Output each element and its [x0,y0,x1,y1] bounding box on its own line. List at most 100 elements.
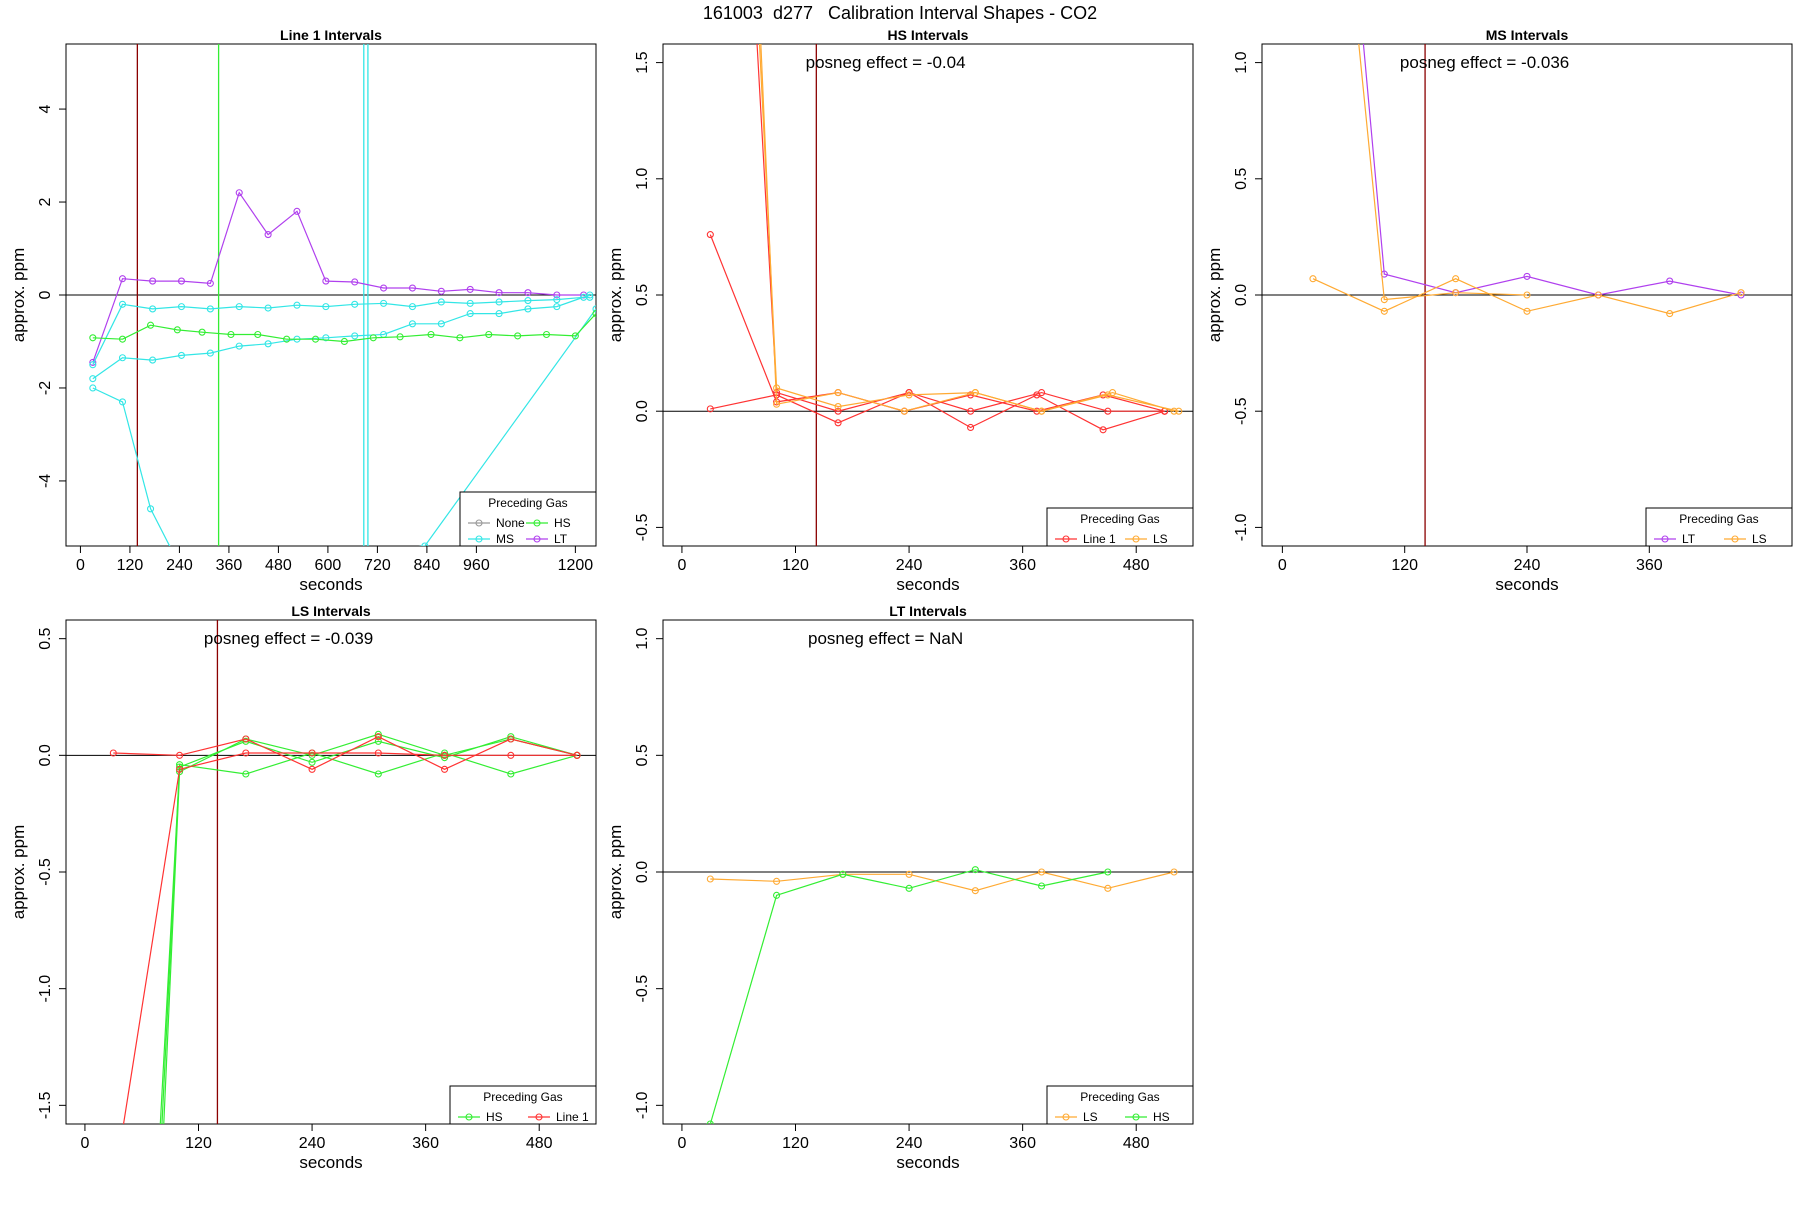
data-point [118,300,127,308]
data-point [466,299,474,307]
y-tick-label: 4 [37,105,54,114]
x-tick-label: 0 [677,557,686,574]
data-point [586,293,594,301]
data-point [1737,291,1745,299]
data-point [1523,291,1531,299]
legend-swatch-marker [1062,535,1070,543]
data-point [308,758,316,766]
series-line-hs [159,736,578,1124]
data-point [773,400,781,408]
data-point [1666,277,1674,285]
data-point [149,305,157,313]
legend-entry-label: None [496,516,525,530]
data-point [1170,407,1178,415]
legend-entry-label: Line 1 [556,1110,589,1124]
data-point [553,291,561,299]
x-tick-label: 480 [1123,1135,1150,1152]
data-point [254,330,262,339]
plot-frame [662,43,1194,547]
legend-entry-label: LT [554,532,568,546]
data-point [437,320,445,328]
data-point [1038,882,1046,890]
legend-swatch-marker [1132,535,1140,543]
x-tick-label: 360 [1009,557,1036,574]
data-point [351,278,359,286]
data-point [834,419,842,427]
y-axis-label: approx. ppm [606,248,625,343]
data-point [109,749,117,757]
y-tick-label: -2 [37,381,54,395]
data-point [374,737,382,745]
data-point [773,877,781,885]
data-point [1380,307,1388,315]
panel-title: Line 1 Intervals [280,27,382,43]
x-tick-label: 720 [364,557,391,574]
legend-swatch-marker [465,1113,473,1121]
series-line-ls [758,44,1179,412]
data-point [1452,275,1460,283]
x-tick-label: 960 [463,557,490,574]
y-tick-label: 0.0 [1233,284,1250,306]
panel-title: LT Intervals [889,603,967,619]
data-point [421,542,429,546]
y-tick-label: -1.0 [37,975,54,1003]
data-point [264,340,272,348]
data-point [1170,868,1178,876]
legend: Preceding Gas HS Line 1 [449,1085,597,1125]
x-tick-label: 240 [896,557,923,574]
posneg-annotation: posneg effect = NaN [808,629,963,648]
data-point [905,884,913,892]
data-point [147,505,155,513]
panel-title: HS Intervals [888,27,969,43]
y-tick-label: 0.0 [37,744,54,766]
data-point [322,277,330,285]
data-point [89,334,97,342]
data-point [971,887,979,895]
data-point [235,303,243,311]
y-tick-label: -1.0 [1233,514,1250,542]
legend-box [1046,507,1194,547]
series-line-line-1 [122,752,578,1124]
data-point [905,389,913,397]
y-tick-label: 1.0 [1233,51,1250,73]
data-point [1594,291,1602,299]
legend: Preceding Gas Line 1 LS [1046,507,1194,547]
data-point [308,765,316,773]
data-point [198,328,206,336]
data-point [706,1120,714,1124]
plot-area [663,866,1193,1124]
data-point [408,320,417,328]
data-point [177,351,186,359]
data-point [118,354,127,362]
data-point [374,733,382,741]
series-line-ms [92,294,590,380]
data-point [437,298,445,306]
data-point [206,279,214,287]
x-tick-label: 480 [1123,557,1150,574]
data-point [456,334,464,342]
data-point [380,299,388,307]
data-point [441,749,449,757]
legend-title: Preceding Gas [1080,512,1159,526]
series-line-hs [709,869,1108,1124]
data-point [340,337,348,346]
panel-5: LT Intervals 0 120 240 360 480 seconds -1.0 -0.5… [606,603,1194,1172]
y-tick-label: -0.5 [634,975,651,1003]
x-tick-label: 360 [1636,557,1663,574]
data-point [177,277,186,285]
data-point [441,751,449,759]
data-point [235,342,243,350]
data-point [524,305,532,313]
data-point [89,384,97,392]
y-tick-label: -1.5 [37,1091,54,1119]
data-point [971,866,979,874]
y-tick-label: 1.5 [634,51,651,73]
legend-box [1046,1085,1194,1125]
data-point [524,289,532,297]
data-point [495,310,503,318]
data-point [177,303,186,311]
y-tick-label: -4 [37,474,54,488]
x-tick-label: 120 [782,1135,809,1152]
